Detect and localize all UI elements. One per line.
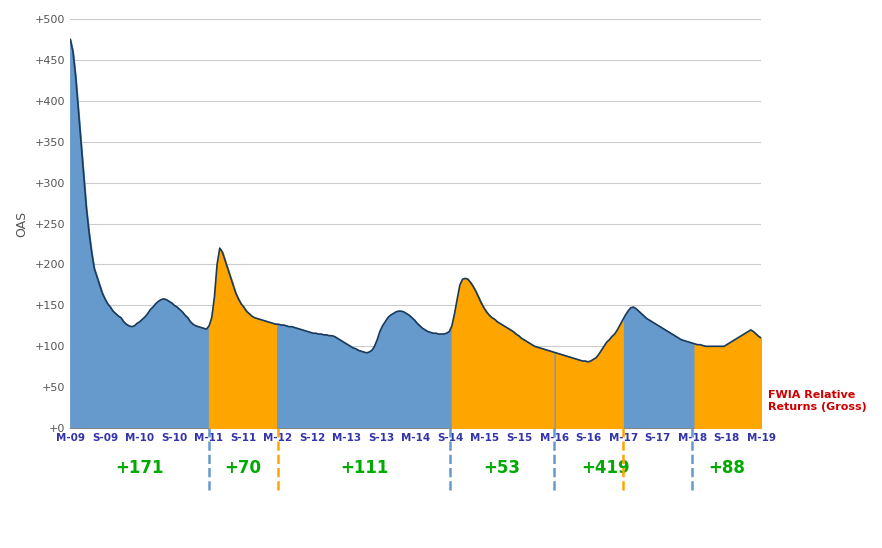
Text: +70: +70 xyxy=(225,459,262,477)
Text: +111: +111 xyxy=(340,459,388,477)
Text: +171: +171 xyxy=(116,459,164,477)
Y-axis label: OAS: OAS xyxy=(15,210,28,237)
Text: +88: +88 xyxy=(708,459,745,477)
Text: +419: +419 xyxy=(581,459,631,477)
Text: FWIA Relative
Returns (Gross): FWIA Relative Returns (Gross) xyxy=(768,390,867,412)
Text: +53: +53 xyxy=(483,459,520,477)
